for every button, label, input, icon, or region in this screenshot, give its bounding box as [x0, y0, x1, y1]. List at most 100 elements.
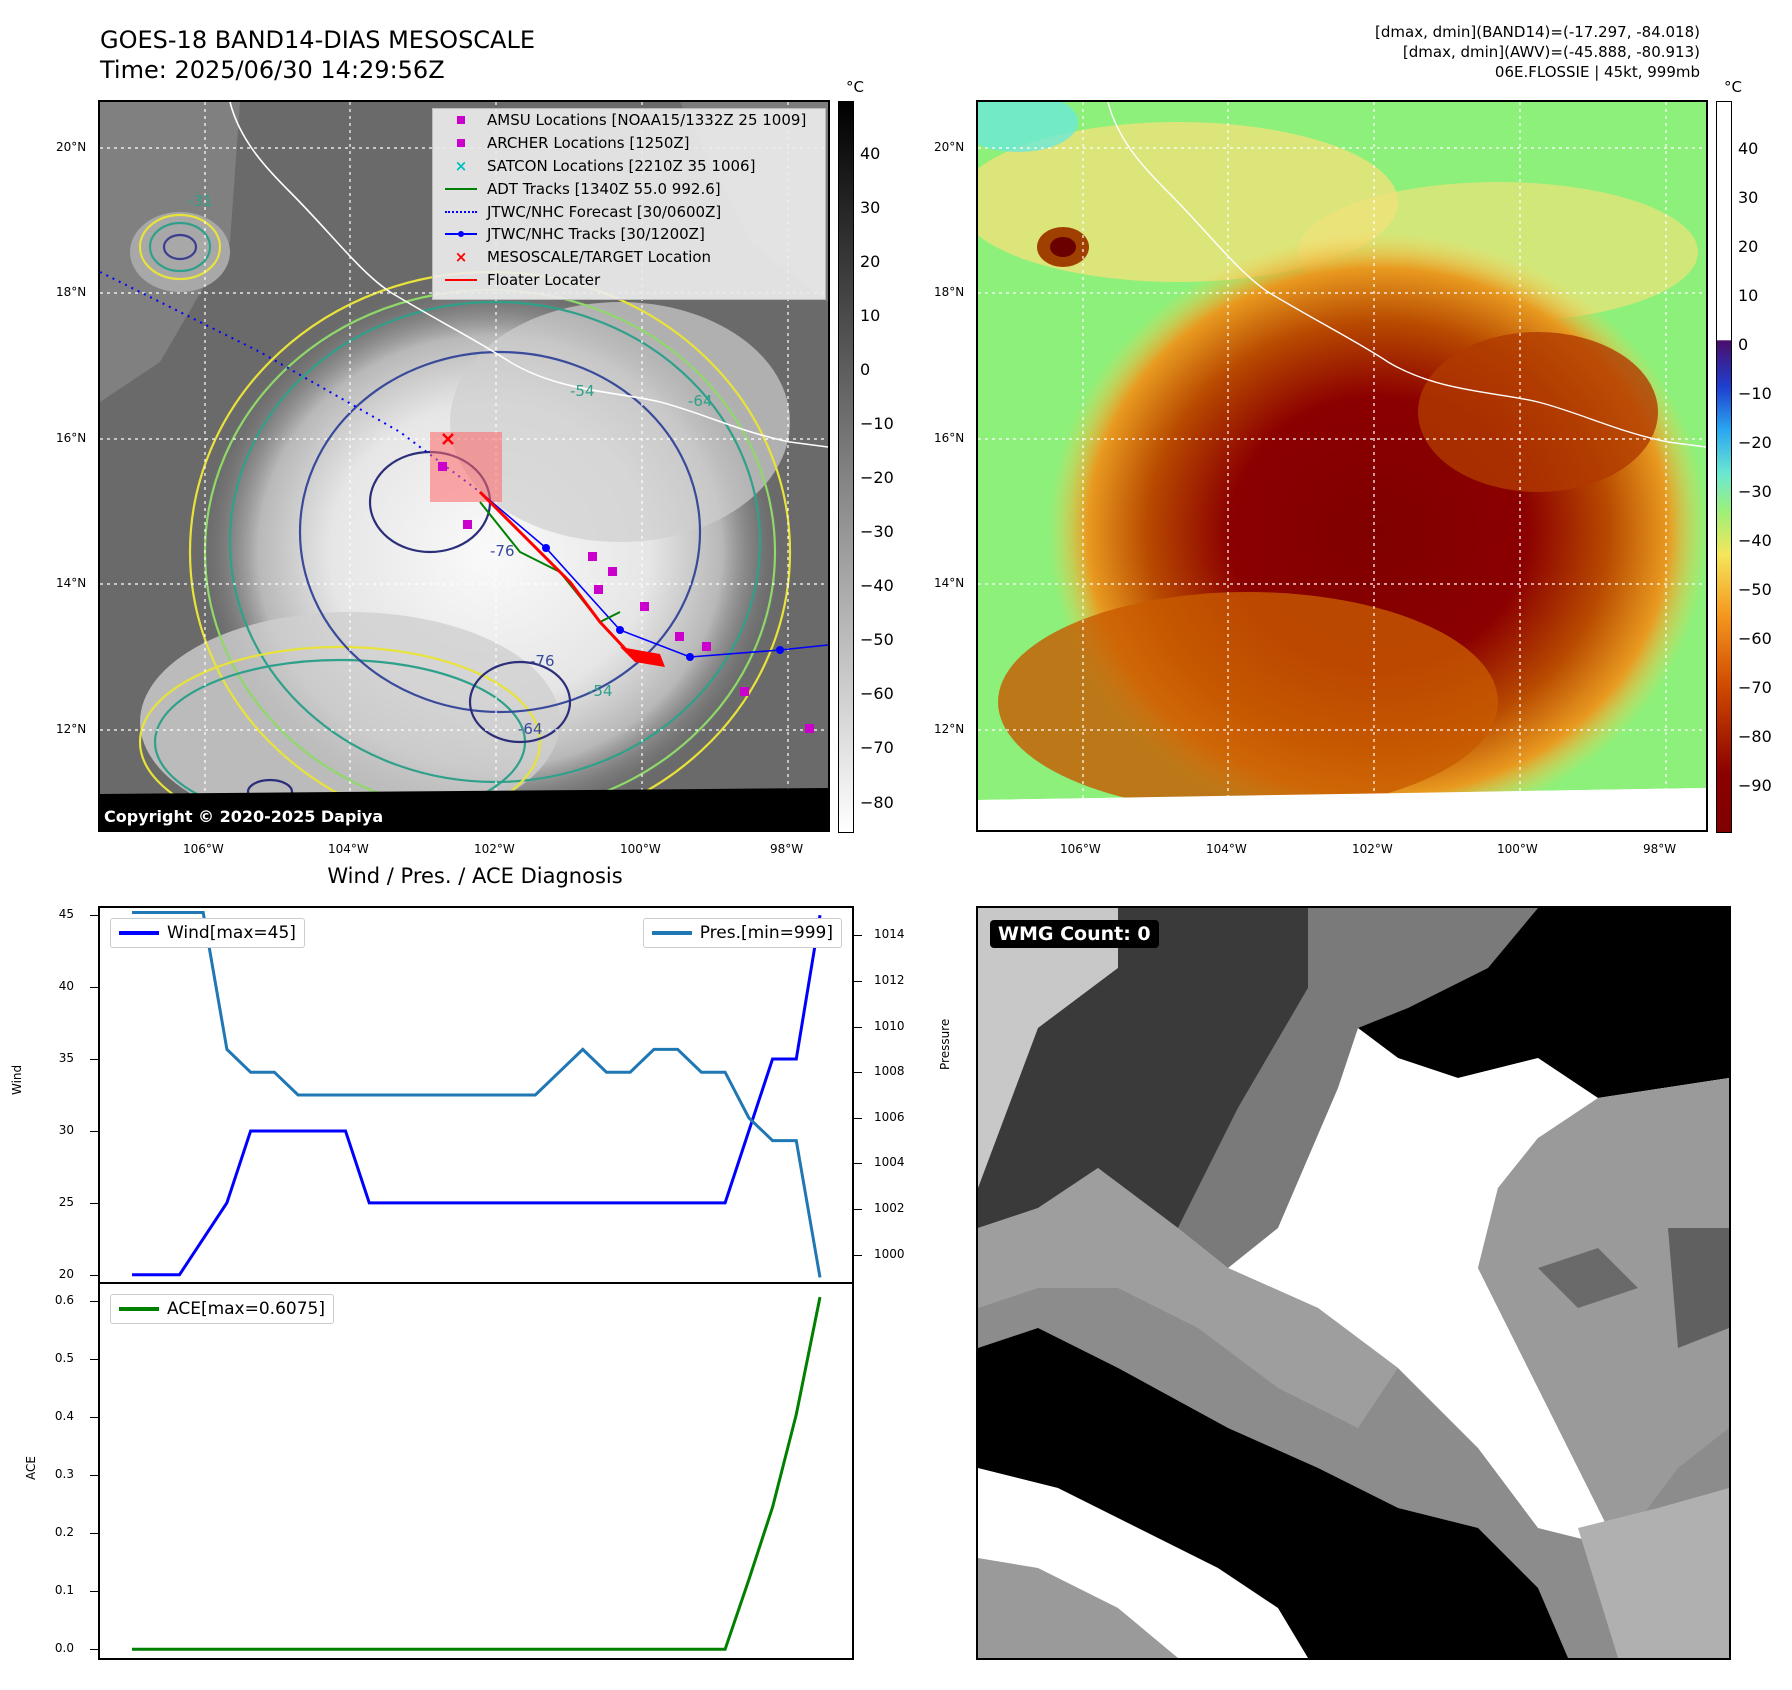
colorbar-color [1716, 101, 1732, 833]
lon-label: 98°W [770, 842, 804, 856]
lon-label: 104°W [1206, 842, 1247, 856]
pressure-series-line [132, 911, 822, 1278]
pressure-tick-mark [854, 1254, 862, 1256]
contour-label: -54 [570, 382, 595, 400]
wmg-panel[interactable]: WMG Count: 0 [976, 906, 1731, 1660]
colorbar-gray-unit: °C [846, 78, 864, 96]
lat-label: 20°N [56, 140, 87, 154]
wind-pressure-plot [132, 911, 822, 1278]
wind-tick-mark [90, 1202, 98, 1204]
pressure-tick-label: 1004 [874, 1155, 905, 1170]
pressure-tick-label: 1010 [874, 1018, 905, 1033]
wind-tick-label: 25 [58, 1194, 74, 1209]
lon-label: 100°W [1497, 842, 1538, 856]
pressure-tick-mark [854, 1163, 862, 1165]
pressure-tick-label: 1006 [874, 1109, 905, 1124]
ir-map-panel[interactable]: Copyright © 2020-2025 Dapiya AMSU Locati… [98, 100, 830, 832]
page-title: GOES-18 BAND14-DIAS MESOSCALE [100, 26, 536, 54]
legend-item-satcon: × SATCON Locations [2210Z 35 1006] [454, 156, 756, 175]
pressure-tick-mark [854, 1026, 862, 1028]
colorbar-tick: 40 [1738, 139, 1759, 159]
ace-tick-label: 0.6 [54, 1293, 74, 1308]
map-legend: AMSU Locations [NOAA15/1332Z 25 1009] AR… [432, 108, 826, 300]
ace-tick-label: 0.2 [54, 1525, 74, 1540]
legend-item-archer: ARCHER Locations [1250Z] [433, 132, 825, 155]
wind-legend: Wind[max=45] [110, 918, 305, 948]
ace-tick-mark [90, 1649, 98, 1651]
ace-tick-mark [90, 1475, 98, 1477]
colorbar-color-unit: °C [1724, 78, 1742, 96]
ace-tick-mark [90, 1417, 98, 1419]
pressure-tick-mark [854, 935, 862, 937]
colorbar-tick: −30 [860, 522, 894, 542]
colorbar-tick: −20 [860, 468, 894, 488]
legend-item-floater: Floater Locater [433, 269, 825, 292]
lon-label: 102°W [1352, 842, 1393, 856]
info-storm: 06E.FLOSSIE | 45kt, 999mb [1494, 63, 1700, 81]
contour-label: -54 [588, 682, 613, 700]
color-map-panel[interactable] [976, 100, 1708, 832]
contour-label: -31 [188, 192, 213, 210]
lon-label: 102°W [474, 842, 515, 856]
lon-label: 106°W [183, 842, 224, 856]
colorbar-tick: −50 [1738, 580, 1772, 600]
ace-tick-mark [90, 1359, 98, 1361]
ace-tick-mark [90, 1533, 98, 1535]
contour-label: -76 [490, 542, 515, 560]
timestamp: Time: 2025/06/30 14:29:56Z [100, 56, 445, 84]
lat-label: 18°N [934, 285, 965, 299]
info-band14: [dmax, dmin](BAND14)=(-17.297, -84.018) [1375, 23, 1700, 41]
lat-label: 18°N [56, 285, 87, 299]
legend-item-tracks: JTWC/NHC Tracks [30/1200Z] [433, 223, 825, 246]
lat-label: 14°N [934, 576, 965, 590]
wind-tick-label: 40 [58, 979, 74, 994]
contour-label: -76 [530, 652, 555, 670]
ace-tick-label: 0.1 [54, 1583, 74, 1598]
ace-legend: ACE[max=0.6075] [110, 1294, 334, 1324]
wind-tick-label: 20 [58, 1266, 74, 1281]
legend-item-adt: ADT Tracks [1340Z 55.0 992.6] [433, 177, 825, 200]
colorbar-tick: −80 [860, 792, 894, 812]
colorbar-tick: 0 [860, 359, 871, 379]
lon-label: 100°W [620, 842, 661, 856]
pressure-tick-label: 1000 [874, 1246, 905, 1261]
wind-tick-label: 30 [58, 1122, 74, 1137]
legend-item-target: × MESOSCALE/TARGET Location [454, 248, 712, 267]
colorbar-tick: −50 [860, 630, 894, 650]
colorbar-tick: −70 [1738, 678, 1772, 698]
pressure-tick-mark [854, 1209, 862, 1211]
ace-axis-label: ACE [24, 1456, 38, 1480]
wind-tick-mark [90, 915, 98, 917]
colorbar-tick: −10 [1738, 384, 1772, 404]
colorbar-tick: −90 [1738, 776, 1772, 795]
pressure-tick-mark [854, 1117, 862, 1119]
colorbar-tick: −40 [1738, 531, 1772, 551]
colorbar-tick: 40 [860, 143, 881, 163]
colorbar-tick: −40 [860, 576, 894, 596]
ace-tick-label: 0.4 [54, 1409, 74, 1424]
lat-label: 16°N [934, 431, 965, 445]
colorbar-tick: 30 [860, 197, 881, 217]
contour-label: -64 [518, 720, 543, 738]
colorbar-tick: 0 [1738, 335, 1749, 355]
wind-tick-mark [90, 1274, 98, 1276]
wind-tick-label: 45 [58, 907, 74, 922]
pressure-tick-label: 1008 [874, 1064, 905, 1079]
legend-item-amsu: AMSU Locations [NOAA15/1332Z 25 1009] [433, 109, 825, 132]
pressure-tick-mark [854, 1072, 862, 1074]
ace-tick-mark [90, 1301, 98, 1303]
contour-label: -64 [688, 392, 713, 410]
pressure-tick-mark [854, 980, 862, 982]
wind-tick-mark [90, 987, 98, 989]
wind-axis-label: Wind [10, 1064, 24, 1095]
ace-tick-label: 0.5 [54, 1351, 74, 1366]
ace-series-line [132, 1296, 822, 1651]
colorbar-tick: −10 [860, 414, 894, 434]
diagnosis-title: Wind / Pres. / ACE Diagnosis [327, 864, 623, 888]
wind-tick-label: 35 [58, 1051, 74, 1066]
colorbar-tick: 30 [1738, 188, 1759, 208]
colorbar-tick: 10 [860, 305, 881, 325]
wmg-image [978, 908, 1729, 1658]
colorbar-tick: −30 [1738, 482, 1772, 502]
ace-tick-label: 0.3 [54, 1467, 74, 1482]
